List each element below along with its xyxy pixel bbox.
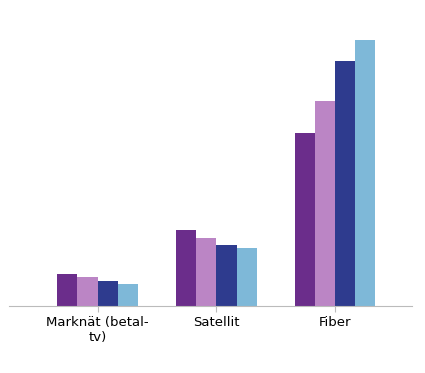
Bar bbox=[216, 245, 236, 306]
Bar bbox=[118, 284, 138, 306]
Bar bbox=[98, 281, 118, 306]
Bar bbox=[315, 101, 335, 306]
Bar bbox=[335, 62, 355, 306]
Bar bbox=[236, 248, 257, 306]
Bar bbox=[295, 134, 315, 306]
Bar bbox=[77, 277, 98, 306]
Bar bbox=[57, 273, 77, 306]
Bar bbox=[176, 231, 196, 306]
Bar bbox=[196, 238, 216, 306]
Bar bbox=[355, 40, 375, 306]
